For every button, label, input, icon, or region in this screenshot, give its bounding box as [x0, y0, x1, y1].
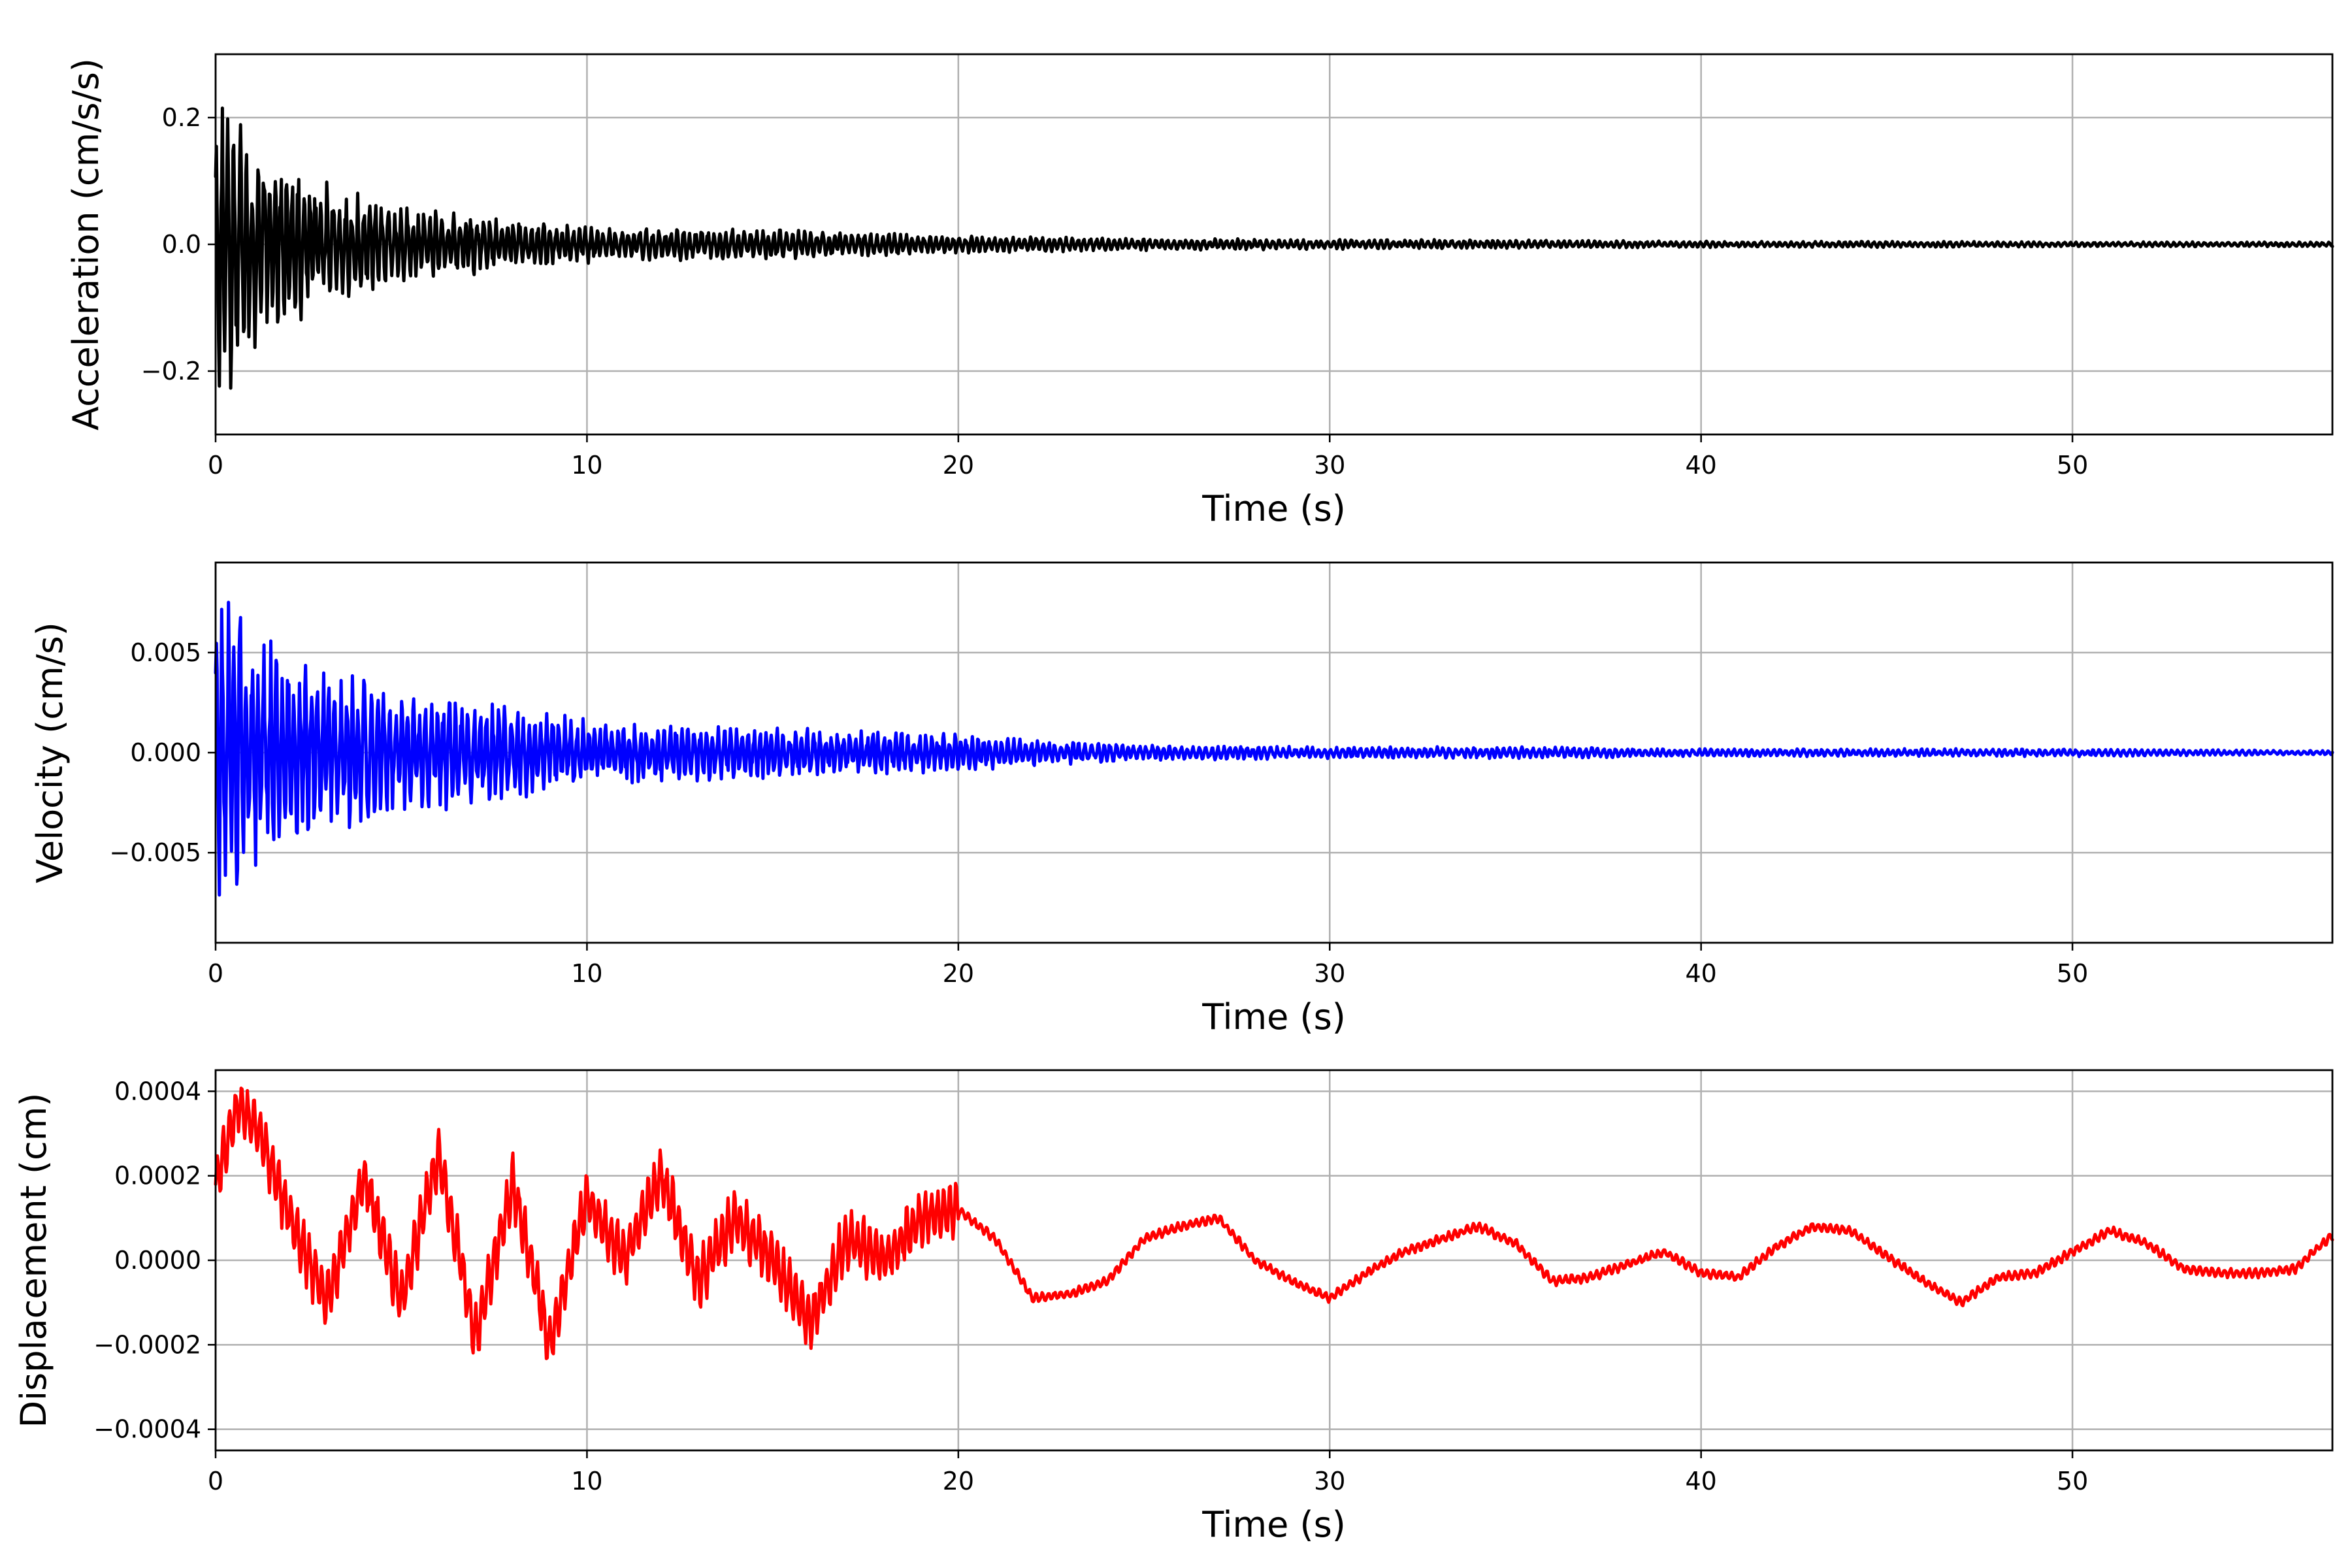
- acceleration-panel: 0 10 20 30 40 50 −0.2 0.0 0.2 Time (s) Accelerat…: [65, 53, 2334, 529]
- velocity-y-tick-label: −0.005: [109, 838, 201, 867]
- velocity-y-axis-label: Velocity (cm/s): [29, 622, 71, 883]
- displacement-x-axis-label: Time (s): [1201, 1504, 1346, 1545]
- displacement-x-tick-label: 10: [571, 1467, 602, 1495]
- displacement-x-tick-label: 20: [943, 1467, 974, 1495]
- velocity-y-tick-label: 0.000: [130, 738, 201, 767]
- acceleration-x-axis-label: Time (s): [1201, 488, 1346, 529]
- velocity-x-tick-label: 50: [2057, 959, 2088, 988]
- velocity-x-axis-label: Time (s): [1201, 996, 1346, 1037]
- velocity-series-line: [214, 600, 2334, 897]
- acceleration-series-line: [214, 106, 2334, 390]
- displacement-x-tick-label: 50: [2057, 1467, 2088, 1495]
- displacement-y-tick-label: 0.0004: [114, 1077, 201, 1105]
- velocity-x-tick-label: 40: [1686, 959, 1717, 988]
- displacement-x-tick-label: 40: [1686, 1467, 1717, 1495]
- acceleration-x-tick-label: 10: [571, 451, 602, 480]
- acceleration-y-axis-label: Acceleration (cm/s/s): [65, 58, 106, 431]
- acceleration-series: [214, 106, 2334, 390]
- velocity-x-tick-label: 10: [571, 959, 602, 988]
- displacement-y-tick-label: −0.0004: [93, 1415, 201, 1444]
- displacement-y-axis-label: Displacement (cm): [13, 1093, 54, 1428]
- displacement-panel: 0 10 20 30 40 50 −0.0004 −0.0002 0.0000 0.0002 0.0…: [13, 1069, 2334, 1545]
- displacement-x-tick-label: 30: [1314, 1467, 1345, 1495]
- velocity-x-tick-label: 0: [208, 959, 223, 988]
- acceleration-x-tick-label: 20: [943, 451, 974, 480]
- velocity-ticks: 0 10 20 30 40 50 −0.005 0.000 0.005: [109, 638, 2088, 988]
- velocity-x-tick-label: 20: [943, 959, 974, 988]
- velocity-x-tick-label: 30: [1314, 959, 1345, 988]
- velocity-series: [214, 600, 2334, 897]
- displacement-x-tick-label: 0: [208, 1467, 223, 1495]
- displacement-series-line: [214, 1086, 2334, 1360]
- displacement-y-tick-label: 0.0000: [114, 1246, 201, 1275]
- acceleration-x-tick-label: 40: [1686, 451, 1717, 480]
- acceleration-x-tick-label: 30: [1314, 451, 1345, 480]
- acceleration-x-tick-label: 50: [2057, 451, 2088, 480]
- displacement-ticks: 0 10 20 30 40 50 −0.0004 −0.0002 0.0000 0.0002 0.0…: [93, 1077, 2088, 1495]
- displacement-series: [214, 1086, 2334, 1360]
- displacement-grid: [214, 1070, 2332, 1450]
- acceleration-y-tick-label: 0.0: [162, 230, 201, 259]
- velocity-panel: 0 10 20 30 40 50 −0.005 0.000 0.005 Time (s) Vel…: [29, 561, 2334, 1037]
- velocity-y-tick-label: 0.005: [130, 638, 201, 667]
- acceleration-x-tick-label: 0: [208, 451, 223, 480]
- acceleration-y-tick-label: −0.2: [141, 357, 201, 385]
- displacement-y-tick-label: −0.0002: [93, 1330, 201, 1359]
- acceleration-ticks: 0 10 20 30 40 50 −0.2 0.0 0.2: [141, 103, 2089, 480]
- displacement-y-tick-label: 0.0002: [114, 1162, 201, 1190]
- acceleration-y-tick-label: 0.2: [162, 103, 201, 132]
